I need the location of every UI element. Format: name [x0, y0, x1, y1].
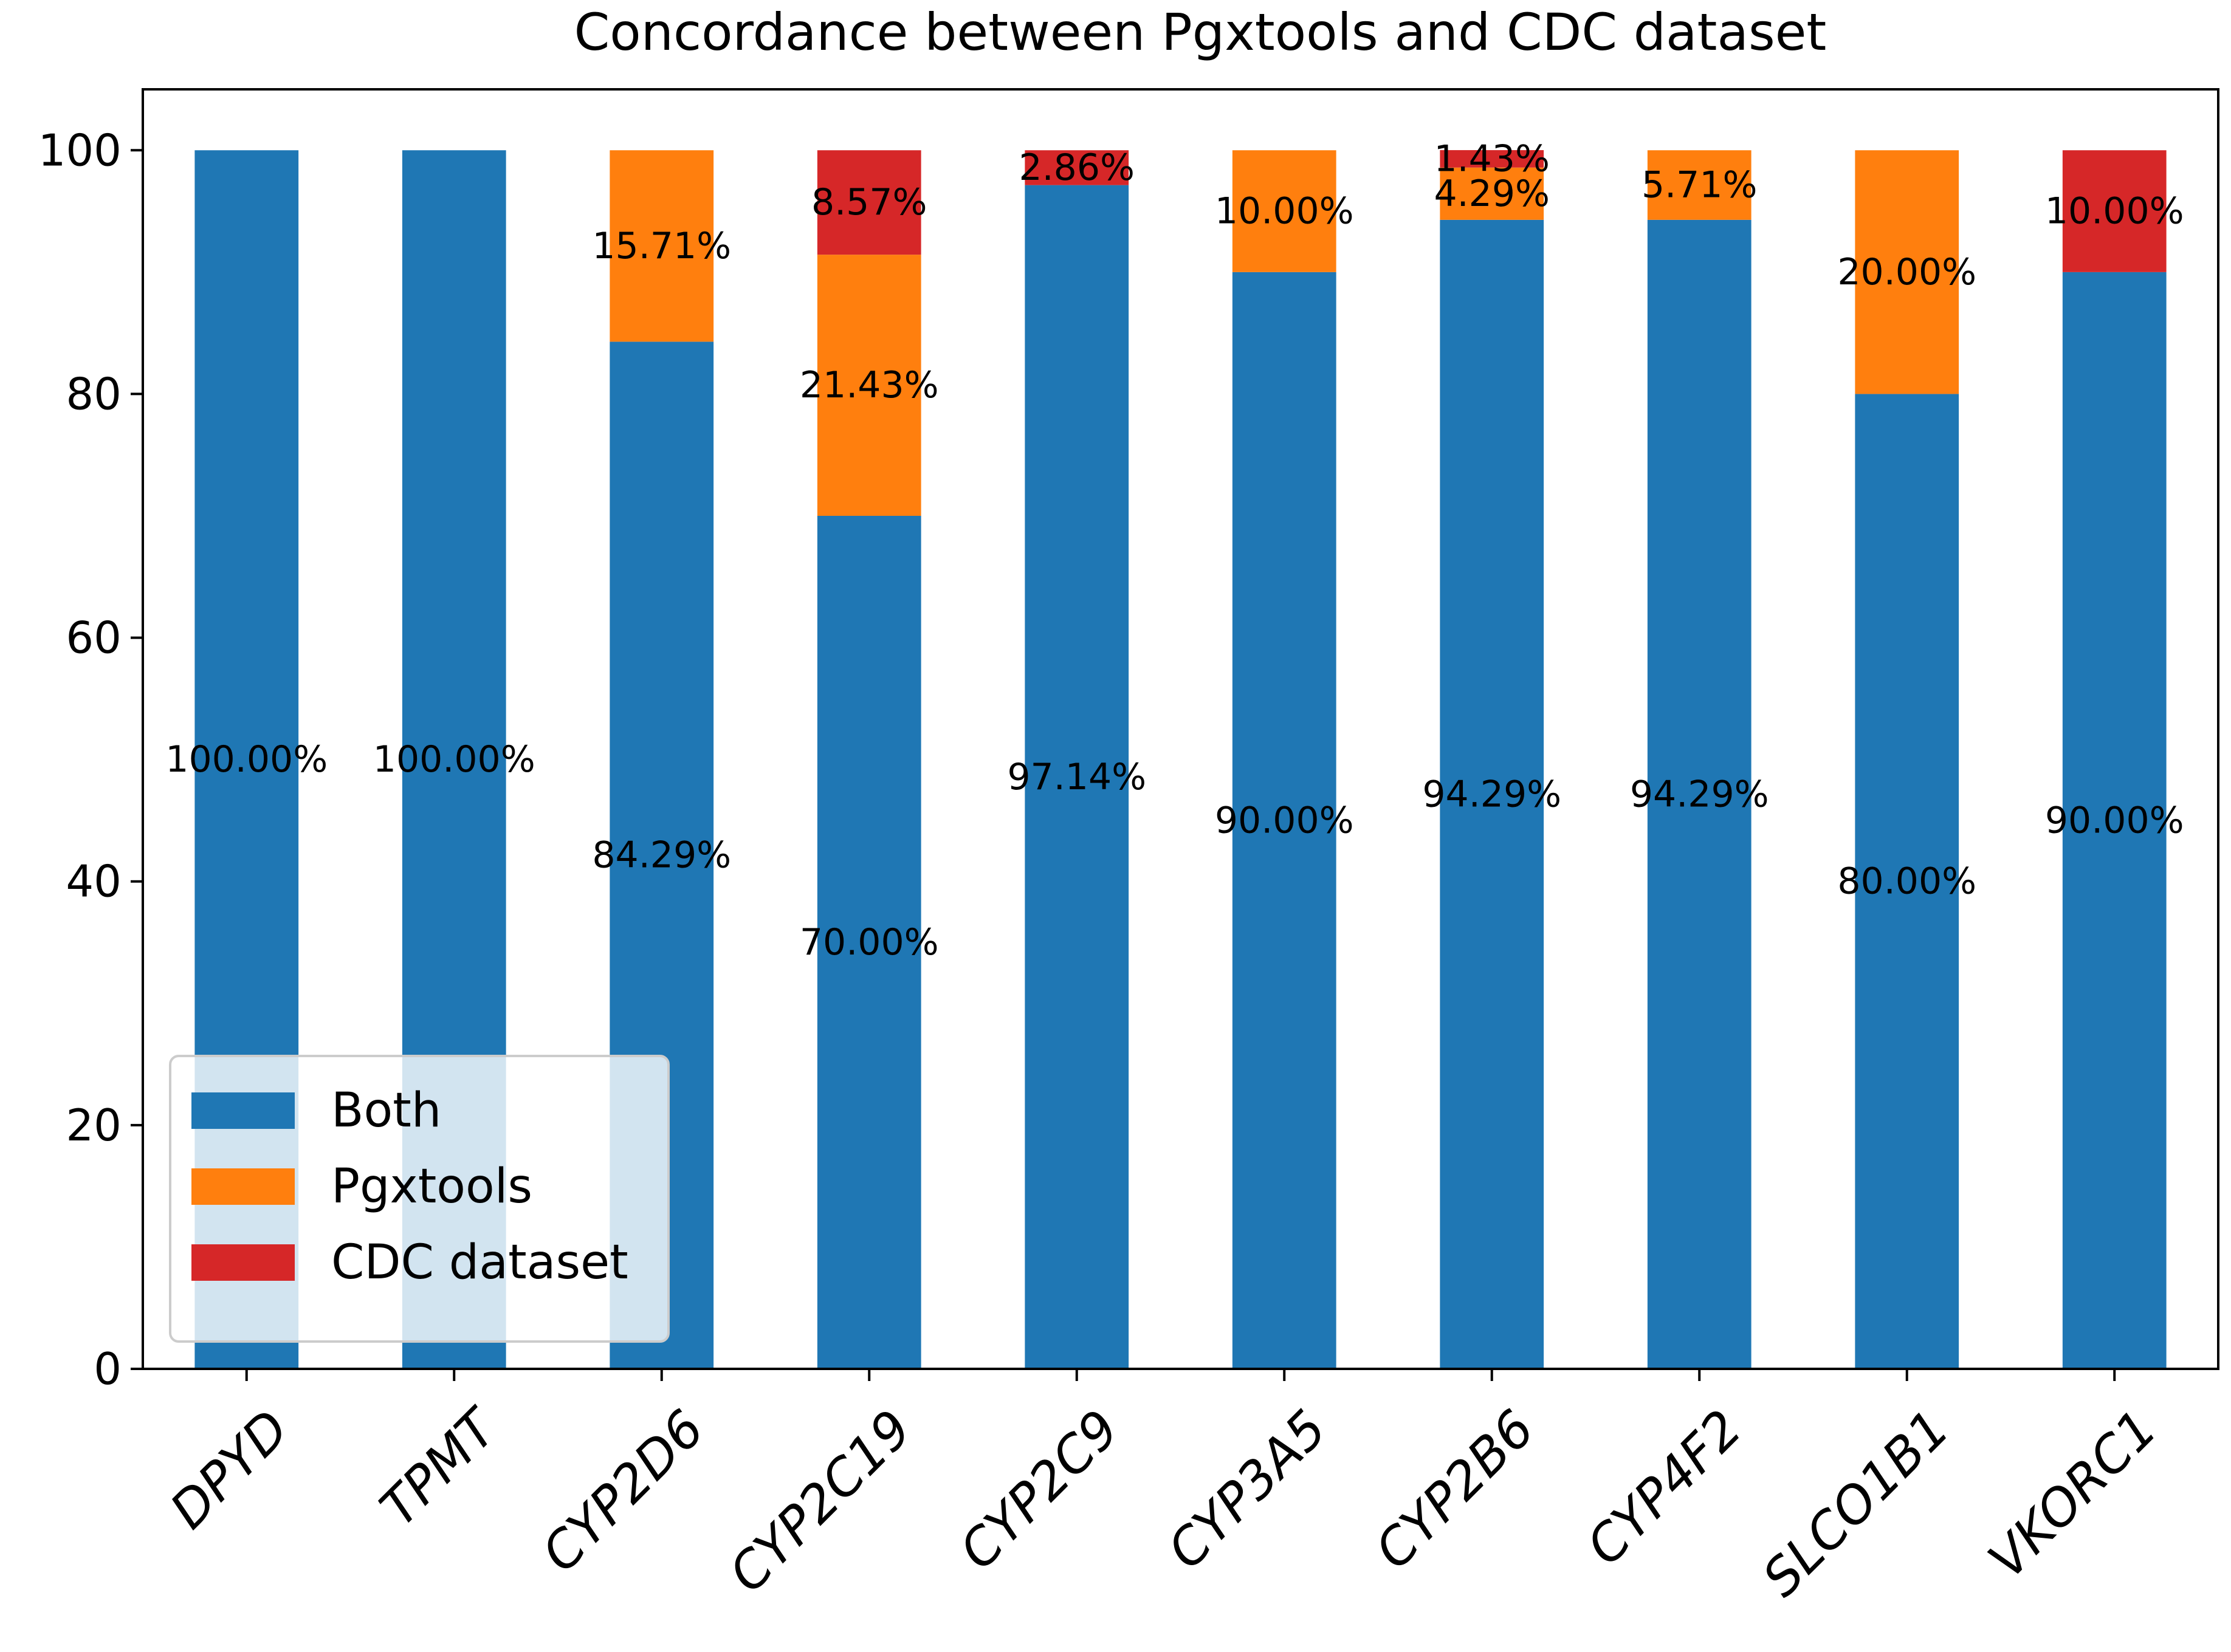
bar-both-cyp4f2	[1647, 219, 1751, 1369]
data-label: 94.29%	[1630, 773, 1769, 815]
data-label: 10.00%	[1215, 190, 1354, 233]
bar-cdc-dataset-cyp2c19	[817, 150, 921, 255]
data-label: 90.00%	[1215, 799, 1354, 841]
bar-pgxtools-cyp3a5	[1232, 150, 1336, 272]
legend-label: Pgxtools	[331, 1159, 532, 1214]
data-label: 84.29%	[592, 834, 731, 877]
legend-label: CDC dataset	[331, 1235, 628, 1290]
data-label: 2.86%	[1019, 146, 1135, 189]
bar-pgxtools-cyp2b6	[1440, 167, 1544, 220]
bar-both-slco1b1	[1855, 394, 1959, 1369]
bar-cdc-dataset-cyp2b6	[1440, 150, 1544, 168]
data-label: 100.00%	[165, 738, 328, 781]
y-tick-label: 0	[94, 1343, 122, 1394]
bar-both-cyp2b6	[1440, 219, 1544, 1369]
bar-both-cyp2c9	[1025, 185, 1129, 1369]
x-tick-label: VKORC1	[1977, 1399, 2168, 1590]
y-tick-label: 80	[66, 368, 122, 419]
legend-label: Both	[331, 1083, 441, 1138]
data-label: 100.00%	[373, 738, 535, 781]
legend-swatch-cdc-dataset	[191, 1244, 295, 1281]
data-label: 8.57%	[811, 181, 927, 224]
bar-both-cyp2c19	[817, 516, 921, 1369]
y-tick-label: 20	[66, 1100, 122, 1151]
bar-pgxtools-cyp4f2	[1647, 150, 1751, 220]
x-tick-label: CYP2B6	[1364, 1399, 1545, 1580]
data-label: 80.00%	[1837, 860, 1976, 903]
y-tick-label: 100	[38, 125, 122, 176]
legend: Both Pgxtools CDC dataset	[169, 1055, 670, 1343]
data-label: 15.71%	[592, 225, 731, 267]
data-label: 1.43%	[1434, 137, 1550, 180]
axes-frame	[142, 88, 2219, 1370]
x-tick-label: TPMT	[369, 1396, 510, 1538]
data-label: 20.00%	[1837, 251, 1976, 293]
data-label: 94.29%	[1422, 773, 1561, 815]
legend-swatch-both	[191, 1092, 295, 1129]
x-tick-label: DPYD	[159, 1399, 300, 1540]
x-tick-label: CYP2C19	[718, 1399, 923, 1604]
bar-pgxtools-cyp2d6	[610, 150, 714, 342]
bar-pgxtools-cyp2c19	[817, 255, 921, 516]
x-tick-label: CYP3A5	[1156, 1399, 1338, 1580]
legend-swatch-pgxtools	[191, 1168, 295, 1205]
data-label: 70.00%	[800, 921, 939, 964]
bar-pgxtools-slco1b1	[1855, 150, 1959, 394]
y-tick-label: 60	[66, 612, 122, 663]
bar-both-cyp3a5	[1232, 272, 1336, 1369]
data-label: 97.14%	[1007, 756, 1146, 798]
bar-cdc-dataset-cyp2c9	[1025, 150, 1129, 185]
bar-both-vkorc1	[2062, 272, 2167, 1369]
data-label: 90.00%	[2045, 799, 2184, 841]
data-label: 21.43%	[800, 364, 939, 406]
x-tick-label: CYP2D6	[531, 1399, 715, 1583]
x-tick-label: CYP2C9	[948, 1399, 1130, 1581]
x-tick-label: CYP4F2	[1575, 1399, 1753, 1577]
chart-title: Concordance between Pgxtools and CDC dat…	[574, 2, 1827, 62]
data-label: 5.71%	[1641, 164, 1758, 207]
x-tick-label: SLCO1B1	[1751, 1399, 1961, 1608]
plot-area: 100.00% 100.00% 84.29% 15.71% 70.00% 21.43% 8.…	[38, 88, 2219, 1608]
data-label: 10.00%	[2045, 190, 2184, 233]
y-tick-label: 40	[66, 856, 122, 907]
data-label: 4.29%	[1434, 173, 1550, 215]
bar-cdc-dataset-vkorc1	[2062, 150, 2167, 272]
